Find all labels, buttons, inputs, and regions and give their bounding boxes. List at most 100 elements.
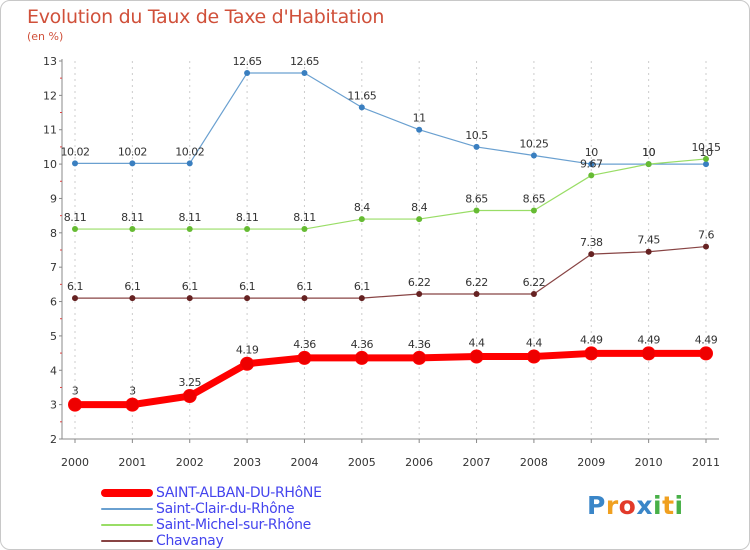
- y-tick-label: 9: [50, 192, 57, 205]
- data-label: 3: [72, 385, 79, 398]
- y-tick-label: 13: [43, 55, 57, 68]
- data-label: 10.5: [465, 129, 488, 142]
- data-label: 7.6: [698, 229, 714, 242]
- data-point: [186, 160, 193, 167]
- data-point: [68, 397, 82, 412]
- data-label: 12.65: [290, 55, 319, 68]
- logo-letter: i: [653, 491, 663, 520]
- data-point: [699, 346, 713, 361]
- y-tick-label: 3: [50, 399, 57, 412]
- data-point: [182, 389, 197, 404]
- x-tick-label: 2005: [348, 456, 376, 469]
- data-point: [186, 295, 193, 302]
- data-point: [72, 295, 78, 302]
- data-label: 6.1: [354, 280, 370, 293]
- data-point: [297, 350, 312, 365]
- x-tick-label: 2011: [692, 456, 720, 469]
- data-label: 10: [585, 146, 598, 159]
- y-tick-label: 4: [50, 364, 57, 377]
- data-point: [301, 295, 308, 302]
- data-point: [641, 346, 656, 361]
- data-label: 8.4: [411, 201, 427, 214]
- series-line: [74, 245, 707, 299]
- data-label: 9.67: [580, 157, 603, 170]
- logo-letter: x: [636, 491, 653, 520]
- data-point: [530, 207, 537, 214]
- data-label: 10.25: [519, 138, 548, 151]
- data-point: [358, 295, 365, 302]
- y-tick-label: 6: [50, 296, 57, 309]
- data-point: [354, 350, 369, 365]
- data-label: 8.11: [293, 211, 316, 224]
- data-label: 8.65: [523, 192, 546, 205]
- data-point: [526, 349, 541, 364]
- data-point: [416, 126, 423, 133]
- logo-letter: r: [605, 491, 619, 520]
- data-label: 4.49: [695, 333, 718, 346]
- data-label: 4.49: [637, 333, 660, 346]
- data-point: [473, 290, 480, 297]
- data-label: 6.1: [296, 280, 312, 293]
- series-line: [74, 158, 707, 230]
- data-label: 10: [700, 146, 713, 159]
- data-point: [301, 226, 308, 233]
- y-tick-label: 5: [50, 330, 57, 343]
- data-point: [703, 243, 709, 250]
- data-label: 6.22: [465, 276, 488, 289]
- data-label: 8.65: [465, 192, 488, 205]
- data-point: [645, 161, 652, 168]
- legend-swatch: [101, 540, 153, 542]
- x-tick-label: 2006: [405, 456, 433, 469]
- data-point: [412, 350, 427, 365]
- data-point: [244, 295, 251, 302]
- legend-label: Saint-Michel-sur-Rhône: [156, 517, 311, 533]
- data-label: 10.15: [692, 141, 721, 154]
- y-tick-label: 10: [43, 158, 57, 171]
- data-point: [645, 248, 652, 255]
- data-point: [186, 226, 193, 233]
- data-point: [703, 161, 709, 168]
- data-label: 8.4: [354, 201, 370, 214]
- data-label: 3: [129, 385, 136, 398]
- logo-letter: P: [587, 491, 606, 520]
- data-label: 4.4: [469, 337, 485, 350]
- legend-item-saint-clair: Saint-Clair-du-Rhône: [101, 501, 322, 517]
- x-tick-label: 2002: [176, 456, 204, 469]
- proxiti-logo: Proxiti: [587, 491, 684, 520]
- data-point: [473, 143, 480, 150]
- legend-swatch: [101, 489, 153, 497]
- data-point: [244, 70, 251, 77]
- data-point: [125, 397, 140, 412]
- data-label: 4.36: [408, 338, 431, 351]
- data-label: 8.11: [178, 211, 201, 224]
- data-label: 3.25: [178, 376, 201, 389]
- data-label: 8.11: [121, 211, 144, 224]
- x-tick-label: 2000: [61, 456, 89, 469]
- chart-title: Evolution du Taux de Taxe d'Habitation: [27, 6, 385, 28]
- data-point: [703, 155, 709, 162]
- y-tick-label: 12: [43, 89, 57, 102]
- x-tick-label: 2003: [233, 456, 261, 469]
- y-tick-label: 11: [43, 124, 57, 137]
- data-label: 6.1: [67, 280, 83, 293]
- data-label: 6.22: [408, 276, 431, 289]
- data-point: [416, 216, 423, 223]
- data-label: 11.65: [347, 89, 376, 102]
- x-tick-label: 2007: [463, 456, 491, 469]
- data-label: 8.11: [64, 211, 87, 224]
- legend-swatch: [101, 508, 153, 510]
- legend-item-saint-michel: Saint-Michel-sur-Rhône: [101, 517, 322, 533]
- data-point: [416, 290, 423, 297]
- chart-subtitle: (en %): [27, 30, 64, 43]
- logo-letter: t: [662, 491, 675, 520]
- data-point: [301, 70, 308, 77]
- x-tick-label: 2008: [520, 456, 548, 469]
- data-label: 6.22: [523, 276, 546, 289]
- data-point: [588, 161, 595, 168]
- data-label: 7.45: [637, 234, 660, 247]
- data-point: [129, 160, 136, 167]
- data-point: [129, 295, 136, 302]
- x-tick-label: 2001: [118, 456, 146, 469]
- legend: SAINT-ALBAN-DU-RHôNE Saint-Clair-du-Rhôn…: [101, 485, 322, 549]
